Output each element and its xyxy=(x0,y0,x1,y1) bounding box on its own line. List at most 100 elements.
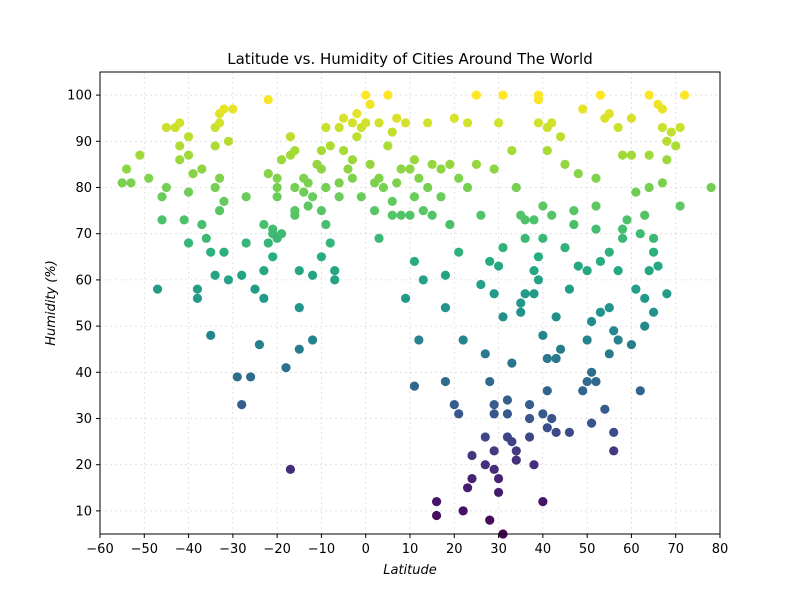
data-point xyxy=(352,132,362,142)
data-point xyxy=(330,266,340,276)
data-point xyxy=(498,242,508,253)
data-point xyxy=(307,335,318,345)
data-point xyxy=(387,210,397,220)
data-point xyxy=(374,118,384,128)
data-point xyxy=(161,122,172,133)
data-point xyxy=(338,145,349,156)
data-point xyxy=(179,215,189,225)
data-point xyxy=(440,376,451,387)
data-point xyxy=(511,455,521,465)
data-point xyxy=(290,182,300,193)
data-point xyxy=(542,423,552,433)
data-point xyxy=(427,159,437,169)
data-point xyxy=(476,210,486,220)
x-tick-label: 60 xyxy=(623,542,640,557)
data-point xyxy=(414,335,424,345)
data-point xyxy=(617,150,628,160)
data-point xyxy=(316,252,327,262)
data-point xyxy=(648,233,659,243)
data-point xyxy=(533,252,544,262)
data-point xyxy=(330,275,340,285)
data-point xyxy=(489,164,499,174)
data-point xyxy=(480,460,490,470)
x-tick-label: −20 xyxy=(263,542,290,557)
y-tick-label: 60 xyxy=(75,273,92,288)
data-point xyxy=(263,238,273,248)
data-point xyxy=(445,219,455,230)
data-point xyxy=(507,358,517,368)
data-point xyxy=(316,145,327,156)
data-point xyxy=(644,150,654,160)
data-point xyxy=(347,173,358,183)
data-point xyxy=(604,303,614,313)
data-point xyxy=(675,122,685,133)
data-point xyxy=(241,238,251,248)
data-point xyxy=(529,266,539,276)
data-point xyxy=(644,266,654,276)
data-point xyxy=(551,427,561,437)
data-point xyxy=(657,122,668,133)
data-point xyxy=(436,164,446,174)
y-tick-label: 10 xyxy=(75,504,92,519)
data-point xyxy=(480,349,490,359)
data-point xyxy=(524,432,535,442)
x-axis: −60 −50 −40 −30 −20 −10 0 10 20 30 40 50 60 70 80 xyxy=(86,534,728,557)
data-point xyxy=(409,256,420,267)
data-point xyxy=(206,247,216,257)
data-point xyxy=(609,427,619,437)
x-tick-label: 50 xyxy=(579,542,596,557)
data-point xyxy=(613,266,623,276)
data-point xyxy=(569,206,579,216)
data-point xyxy=(547,210,557,220)
data-point xyxy=(511,182,521,193)
data-point xyxy=(183,132,194,142)
data-point xyxy=(529,460,539,470)
data-point xyxy=(582,376,592,387)
data-point xyxy=(272,173,282,183)
data-point xyxy=(578,104,588,114)
data-point xyxy=(454,409,464,419)
data-point xyxy=(498,312,508,322)
data-point xyxy=(644,182,654,193)
data-point xyxy=(617,224,628,234)
data-point xyxy=(285,464,296,474)
data-point xyxy=(232,372,242,382)
data-point xyxy=(214,173,225,183)
data-point xyxy=(489,446,499,456)
data-point xyxy=(476,279,486,290)
data-point xyxy=(157,192,167,202)
data-point xyxy=(272,182,282,193)
data-point xyxy=(440,303,451,313)
data-point xyxy=(321,219,331,230)
data-point xyxy=(263,95,273,105)
data-point xyxy=(551,312,561,322)
data-point xyxy=(578,386,588,396)
x-tick-label: 30 xyxy=(490,542,507,557)
data-point xyxy=(582,266,592,276)
x-axis-label: Latitude xyxy=(383,563,437,578)
data-point xyxy=(547,118,557,128)
data-point xyxy=(507,437,517,447)
data-point xyxy=(294,344,304,354)
x-tick-label: 40 xyxy=(535,542,552,557)
data-point xyxy=(418,275,428,285)
data-point xyxy=(458,506,468,516)
data-point xyxy=(520,289,530,299)
y-tick-label: 40 xyxy=(75,366,92,381)
data-point xyxy=(520,233,530,243)
data-point xyxy=(303,201,313,211)
data-point xyxy=(471,90,482,100)
data-point xyxy=(533,118,544,128)
data-point xyxy=(493,473,504,484)
data-point xyxy=(604,349,614,359)
data-point xyxy=(622,215,632,225)
x-tick-label: −40 xyxy=(175,542,202,557)
data-point xyxy=(316,164,327,174)
data-point xyxy=(648,247,659,257)
data-point xyxy=(617,233,628,243)
y-tick-label: 50 xyxy=(75,320,92,335)
data-point xyxy=(334,192,344,202)
data-point xyxy=(254,339,265,350)
x-tick-label: −60 xyxy=(86,542,113,557)
data-point xyxy=(511,446,521,456)
